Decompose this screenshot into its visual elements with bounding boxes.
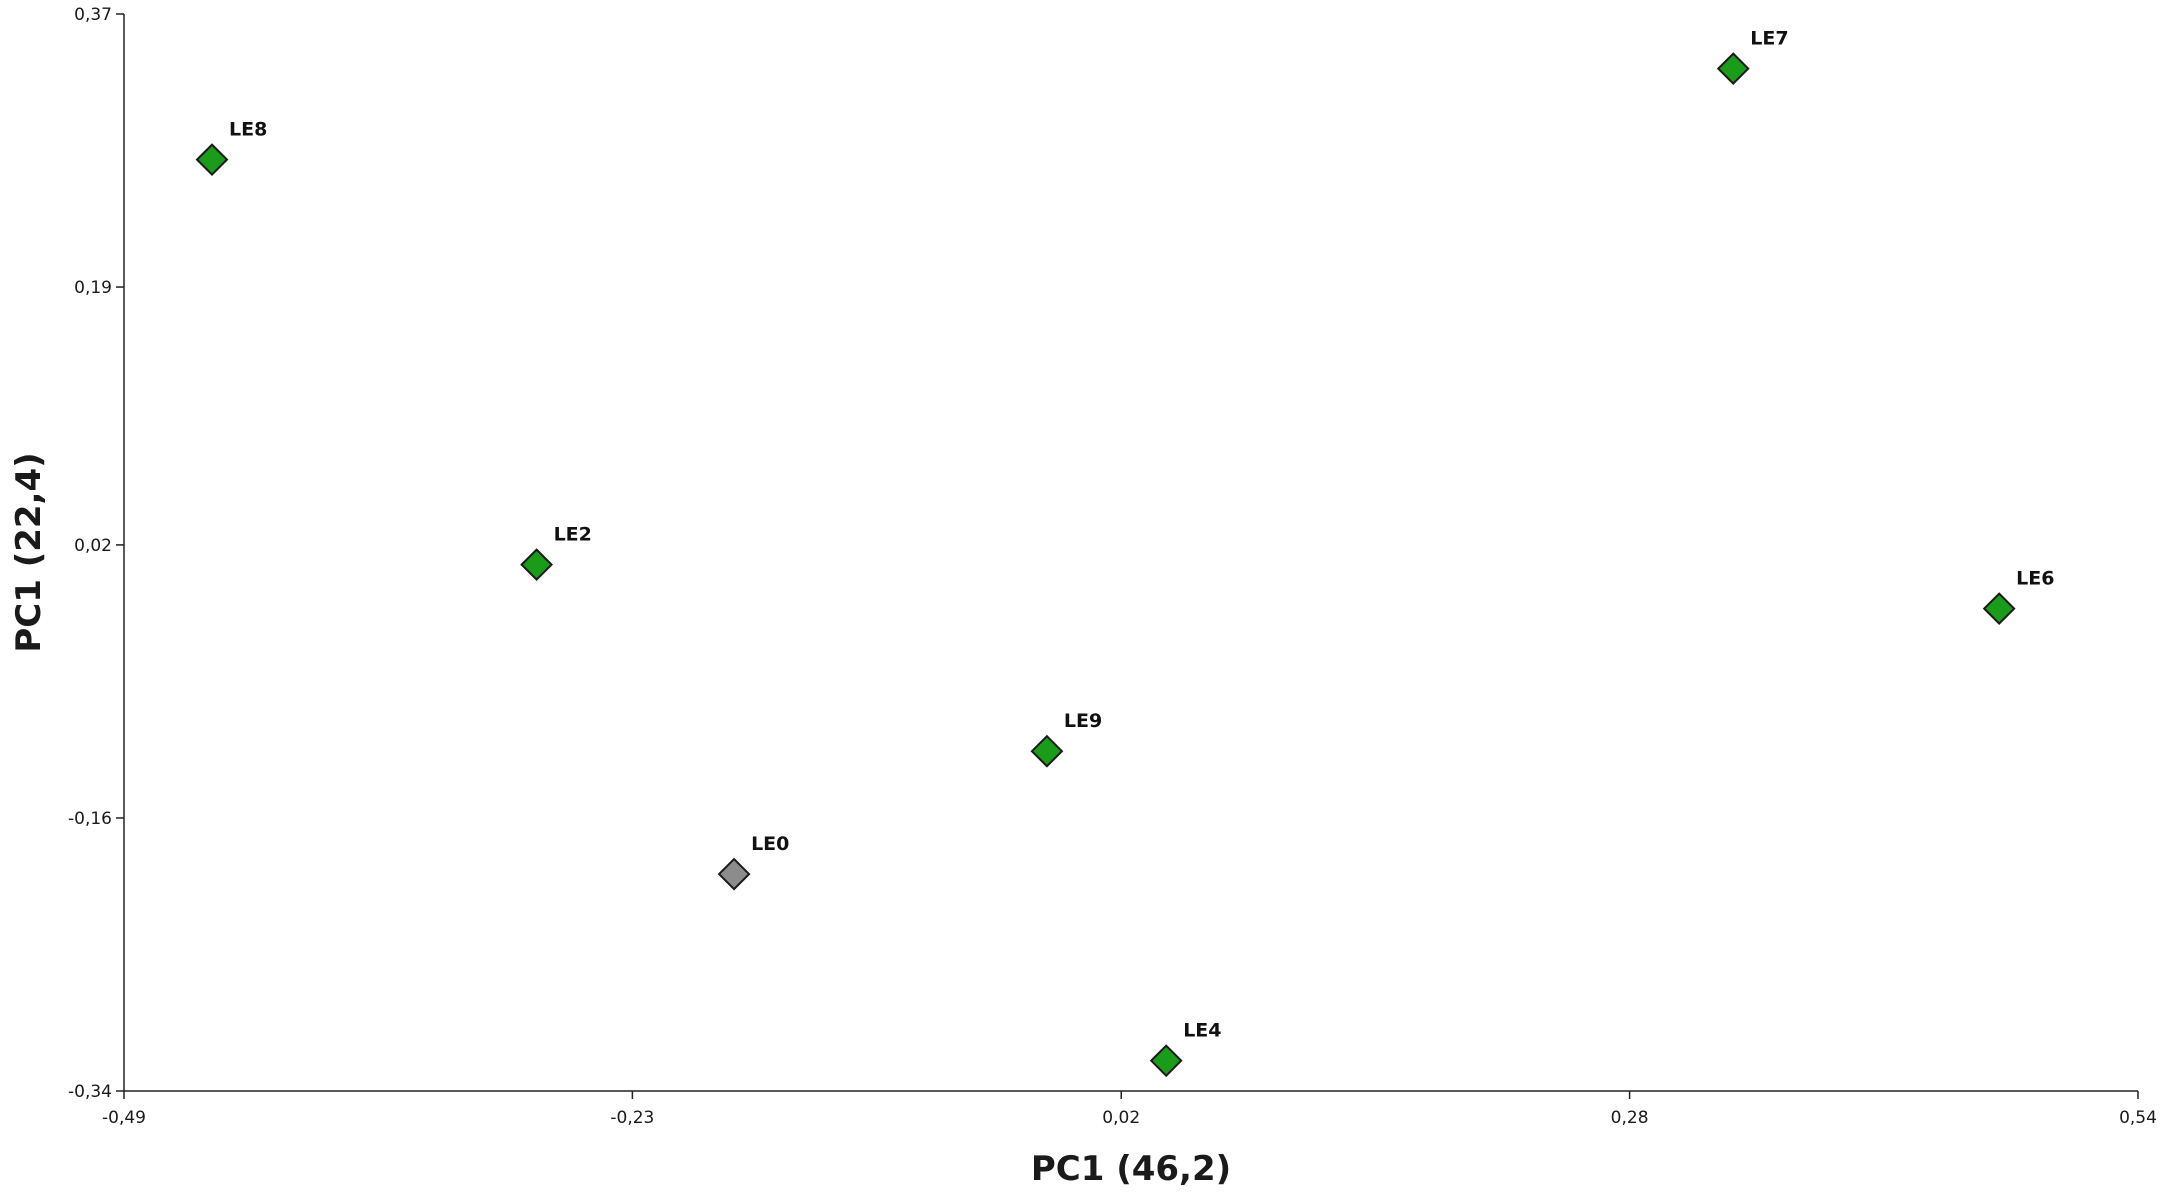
y-axis-title: PC1 (22,4) bbox=[9, 452, 49, 652]
data-point-le6: LE6 bbox=[1982, 568, 2054, 626]
point-marker bbox=[520, 548, 553, 582]
x-tick-label: -0,23 bbox=[610, 1108, 654, 1128]
point-label: LE4 bbox=[1183, 1020, 1221, 1042]
point-label: LE8 bbox=[229, 119, 267, 141]
data-points: LE8 LE7 LE2 LE6 LE9 LE0 LE4 bbox=[195, 28, 2054, 1078]
data-point-le4: LE4 bbox=[1149, 1020, 1222, 1078]
x-tick-label: 0,54 bbox=[2119, 1108, 2157, 1128]
point-label: LE2 bbox=[554, 524, 592, 546]
point-label: LE7 bbox=[1750, 28, 1788, 50]
y-tick-label: -0,16 bbox=[68, 809, 112, 829]
y-tick-label: -0,34 bbox=[68, 1082, 112, 1102]
data-point-le9: LE9 bbox=[1030, 710, 1102, 768]
point-marker bbox=[717, 857, 751, 891]
point-marker bbox=[195, 143, 229, 177]
data-point-le7: LE7 bbox=[1716, 28, 1789, 86]
y-tick-label: 0,02 bbox=[74, 536, 112, 556]
y-tick-label: 0,19 bbox=[74, 278, 112, 298]
point-label: LE6 bbox=[2016, 568, 2054, 590]
x-tick-label: 0,28 bbox=[1611, 1108, 1649, 1128]
data-point-le8: LE8 bbox=[195, 119, 267, 177]
x-tick-label: 0,02 bbox=[1102, 1108, 1140, 1128]
data-point-le0: LE0 bbox=[717, 833, 789, 891]
x-tick-label: -0,49 bbox=[102, 1108, 146, 1128]
y-tick-label: 0,37 bbox=[74, 5, 112, 25]
axes: -0,49 -0,23 0,02 0,28 0,54 -0,34 -0,16 0,02 0,19… bbox=[68, 5, 2157, 1128]
point-marker bbox=[1149, 1044, 1183, 1078]
point-marker bbox=[1030, 734, 1064, 768]
point-label: LE0 bbox=[751, 833, 789, 855]
point-marker bbox=[1716, 52, 1750, 86]
data-point-le2: LE2 bbox=[520, 524, 592, 582]
x-axis-title: PC1 (46,2) bbox=[1031, 1149, 1231, 1189]
point-marker bbox=[1982, 592, 2016, 626]
point-label: LE9 bbox=[1064, 710, 1102, 732]
